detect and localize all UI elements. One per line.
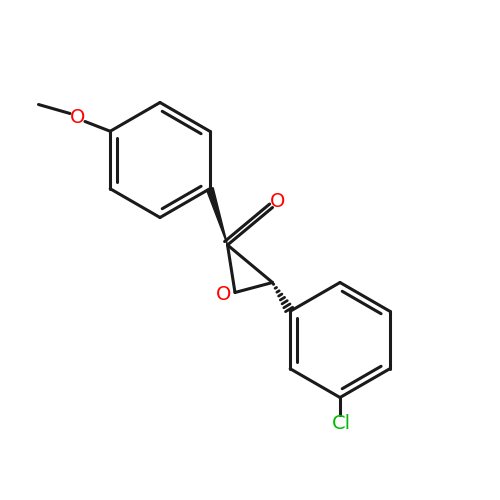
Text: Cl: Cl	[332, 414, 350, 433]
Text: O: O	[70, 108, 85, 127]
Polygon shape	[206, 188, 228, 245]
Text: O: O	[270, 192, 285, 211]
Text: O: O	[216, 286, 232, 304]
